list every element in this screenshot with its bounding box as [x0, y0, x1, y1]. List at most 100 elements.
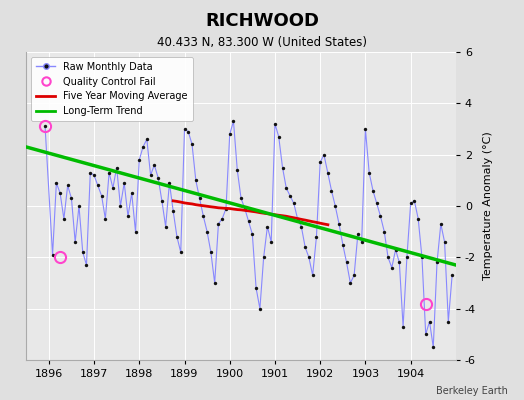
Point [436, 221, 445, 227]
Point [244, 218, 253, 225]
Point [290, 200, 298, 207]
Point [113, 164, 121, 171]
Point [60, 216, 68, 222]
Point [354, 231, 362, 238]
Point [369, 187, 377, 194]
Point [399, 324, 407, 330]
Point [259, 254, 268, 260]
Point [267, 239, 276, 245]
Point [230, 118, 238, 124]
Point [365, 170, 374, 176]
Point [67, 195, 75, 202]
Point [158, 198, 166, 204]
Point [48, 252, 57, 258]
Point [214, 221, 223, 227]
Point [410, 198, 419, 204]
Point [256, 306, 264, 312]
Point [206, 249, 215, 255]
Point [135, 156, 144, 163]
Point [293, 216, 302, 222]
Point [425, 318, 434, 325]
Point [391, 246, 400, 253]
Point [316, 159, 324, 166]
Point [63, 182, 72, 189]
Text: RICHWOOD: RICHWOOD [205, 12, 319, 30]
Point [199, 213, 208, 220]
Text: Berkeley Earth: Berkeley Earth [436, 386, 508, 396]
Point [86, 170, 94, 176]
Point [403, 254, 411, 260]
Point [94, 182, 102, 189]
Point [357, 239, 366, 245]
Point [429, 344, 438, 350]
Point [41, 123, 49, 130]
Point [323, 170, 332, 176]
Point [124, 213, 132, 220]
Point [146, 172, 155, 178]
Point [440, 239, 449, 245]
Point [309, 272, 317, 278]
Point [132, 228, 140, 235]
Point [263, 223, 271, 230]
Point [218, 216, 226, 222]
Point [278, 164, 287, 171]
Point [282, 185, 290, 191]
Point [241, 205, 249, 212]
Legend: Raw Monthly Data, Quality Control Fail, Five Year Moving Average, Long-Term Tren: Raw Monthly Data, Quality Control Fail, … [31, 57, 192, 121]
Point [101, 216, 110, 222]
Point [184, 128, 192, 135]
Point [116, 203, 125, 209]
Point [376, 213, 385, 220]
Point [225, 131, 234, 137]
Point [350, 272, 358, 278]
Point [361, 126, 369, 132]
Point [211, 280, 219, 286]
Point [105, 170, 113, 176]
Point [120, 180, 128, 186]
Point [71, 239, 79, 245]
Point [233, 167, 242, 173]
Point [165, 180, 173, 186]
Point [301, 244, 309, 250]
Point [143, 136, 151, 142]
Point [388, 264, 396, 271]
Point [75, 203, 83, 209]
Point [320, 152, 328, 158]
Point [275, 134, 283, 140]
Point [328, 187, 336, 194]
Point [380, 228, 388, 235]
Point [418, 254, 426, 260]
Point [252, 285, 260, 291]
Point [346, 280, 355, 286]
Point [188, 141, 196, 148]
Point [150, 162, 159, 168]
Point [312, 234, 321, 240]
Point [82, 262, 91, 268]
Point [173, 234, 181, 240]
Point [90, 172, 98, 178]
Point [127, 190, 136, 196]
Point [97, 192, 106, 199]
Point [56, 190, 64, 196]
Point [177, 249, 185, 255]
Point [237, 195, 245, 202]
Point [433, 259, 441, 266]
Point [335, 221, 343, 227]
Point [444, 318, 453, 325]
Point [192, 177, 200, 184]
Point [161, 223, 170, 230]
Point [414, 216, 422, 222]
Point [395, 259, 403, 266]
Point [169, 208, 178, 214]
Point [108, 185, 117, 191]
Point [154, 174, 162, 181]
Point [286, 192, 294, 199]
Point [304, 254, 313, 260]
Point [222, 205, 230, 212]
Point [203, 228, 211, 235]
Point [139, 144, 147, 150]
Point [331, 203, 340, 209]
Point [373, 200, 381, 207]
Point [79, 249, 87, 255]
Point [248, 231, 257, 238]
